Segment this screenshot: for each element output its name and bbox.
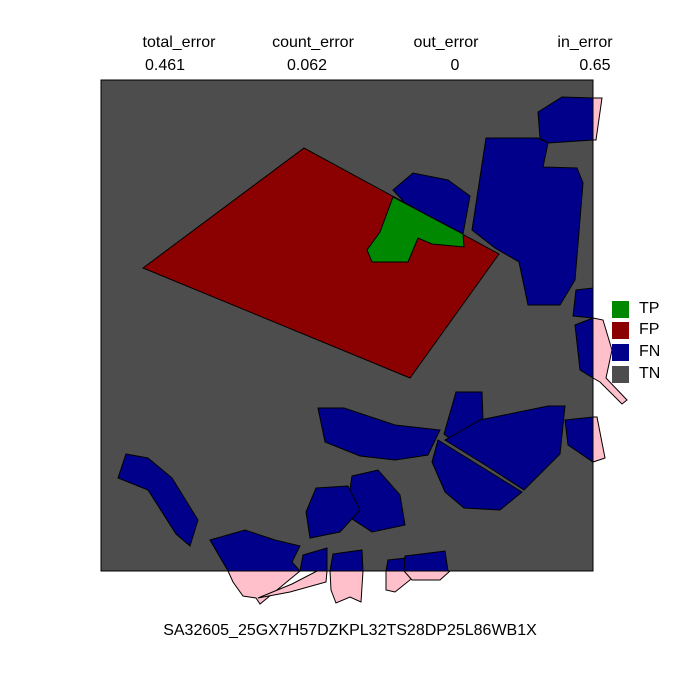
fn-region (305, 485, 361, 539)
fn-region (471, 137, 584, 306)
fn-region (564, 416, 594, 463)
fn-region (444, 405, 566, 491)
outside-region (592, 97, 603, 141)
fn-region (537, 96, 594, 144)
outside-region (402, 570, 452, 581)
metric-out-error-label: out_error (413, 34, 479, 51)
outside-region (592, 317, 628, 405)
fn-region (572, 287, 594, 319)
image-caption: SA32605_25GX7H57DZKPL32TS28DP25L86WB1X (163, 622, 537, 639)
fn-region (403, 550, 449, 572)
legend-swatch-tp (612, 301, 629, 318)
legend-swatch-fn (612, 344, 629, 361)
fn-region (329, 549, 364, 572)
metric-count-error-value: 0.062 (286, 57, 328, 74)
metric-total-error-label: total_error (142, 34, 216, 51)
metric-out-error-value: 0 (450, 57, 460, 74)
legend-label-fp: FP (639, 321, 660, 338)
fn-region (299, 547, 328, 572)
outside-regions (227, 97, 628, 605)
outside-region (329, 570, 364, 604)
fn-region (117, 453, 199, 547)
metric-count-error-label: count_error (272, 34, 354, 51)
outside-region (592, 416, 606, 463)
fn-region (574, 317, 594, 379)
fn-region (317, 407, 441, 461)
metric-in-error-label: in_error (557, 34, 613, 51)
fp-region (141, 147, 500, 379)
fn-regions (117, 96, 594, 572)
metric-in-error-value: 0.65 (579, 57, 611, 74)
legend-swatch-tn (612, 366, 629, 383)
fn-region (431, 439, 523, 511)
fn-region (209, 529, 302, 572)
legend-swatch-fp (612, 322, 629, 339)
tp-region (366, 196, 465, 263)
metric-total-error-value: 0.461 (144, 57, 186, 74)
legend-label-fn: FN (639, 343, 661, 360)
legend-label-tp: TP (639, 300, 660, 317)
legend-label-tn: TN (639, 365, 661, 382)
